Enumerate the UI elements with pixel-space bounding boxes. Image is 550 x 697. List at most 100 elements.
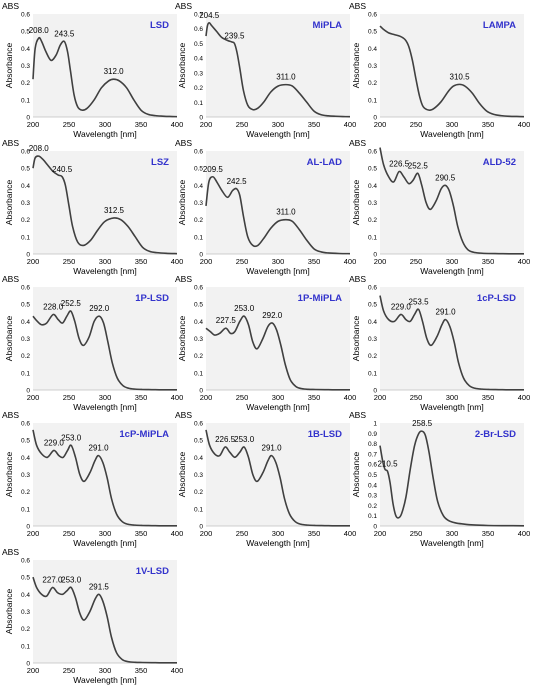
y-axis-title: Absorbance [177,452,187,498]
y-axis-title: Absorbance [4,316,14,362]
absorbance-series-line [379,430,525,527]
peak-label: 240.5 [52,165,73,174]
x-tick-label: 300 [99,257,112,266]
y-tick-label: 0.4 [21,592,30,599]
absorbance-series-line [32,36,178,118]
absorbance-series-line [32,310,178,391]
corner-label: ABS [2,138,19,148]
chart-title: 2-Br-LSD [475,429,516,440]
y-tick-label: 0.2 [21,626,30,633]
x-axis-title: Wavelength [nm] [73,129,136,139]
y-tick-label: 0.1 [194,100,203,107]
x-tick-labels: 200 250 300 350 400 [200,529,357,538]
y-tick-label: 0.5 [21,302,30,309]
x-tick-label: 400 [518,529,531,538]
peak-label: 226.5 [389,160,410,169]
chart-panel-13: ABS 1V-LSD 0 0.1 0.2 0.3 0.4 0.5 0.6 200 250 300 350… [2,547,183,685]
chart-panel-10: ABS 1cP-MiPLA 0 0.1 0.2 0.3 0.4 0.5 0.6 200 250 300… [2,410,183,548]
y-axis-title: Absorbance [4,452,14,498]
absorbance-series-line [205,22,351,118]
x-tick-label: 250 [63,257,76,266]
x-tick-labels: 200 250 300 350 400 [27,393,184,402]
x-tick-label: 400 [344,120,357,129]
y-tick-labels: 0 0.1 0.2 0.3 0.4 0.5 0.6 [21,285,30,395]
peak-label: 243.5 [54,29,75,38]
corner-label: ABS [2,1,19,11]
peak-label: 209.5 [203,165,224,174]
chart-panel-6: ABS ALD-52 0 0.1 0.2 0.3 0.4 0.5 0.6 200 250 300 350… [349,138,530,276]
peak-labels: 208.0 243.5 312.0 [29,26,124,76]
peak-label: 204.5 [199,11,220,20]
chart-panel-4: ABS LSZ 0 0.1 0.2 0.3 0.4 0.5 0.6 200 250 300 350 400… [2,138,183,276]
chart-title: 1P-LSD [135,293,169,304]
x-tick-label: 400 [171,120,184,129]
peak-label: 227.0 [42,575,63,584]
x-axis-title: Wavelength [nm] [246,266,309,276]
absorbance-series-line [379,147,525,255]
y-axis-title: Absorbance [351,43,361,89]
corner-label: ABS [349,1,366,11]
y-tick-label: 0.4 [21,319,30,326]
y-tick-labels: 0 0.1 0.2 0.3 0.4 0.5 0.6 [368,12,377,122]
chart-title: 1V-LSD [136,566,169,577]
chart-panel-11: ABS 1B-LSD 0 0.1 0.2 0.3 0.4 0.5 0.6 200 250 300 350… [175,410,356,548]
absorbance-series-line [205,429,351,527]
peak-label: 253.0 [234,435,255,444]
x-tick-label: 400 [171,393,184,402]
chart-title: 1P-MiPLA [298,293,342,304]
corner-label: ABS [349,274,366,284]
x-tick-label: 300 [446,257,459,266]
x-tick-label: 400 [518,120,531,129]
y-tick-label: 0 [26,252,30,259]
x-tick-label: 300 [272,529,285,538]
y-tick-label: 0.6 [368,285,377,292]
peak-label: 311.0 [276,208,296,217]
y-tick-label: 0.5 [194,438,203,445]
peak-label: 252.5 [61,299,82,308]
y-tick-label: 0.5 [194,302,203,309]
plot-area [33,423,177,526]
y-tick-label: 0.5 [368,302,377,309]
x-tick-label: 250 [63,120,76,129]
peak-label: 291.0 [89,444,110,453]
y-tick-label: 0.6 [194,149,203,156]
x-tick-label: 400 [171,257,184,266]
y-tick-label: 0.3 [368,63,377,70]
y-tick-label: 0 [199,388,203,395]
peak-label: 226.5 [215,435,236,444]
x-tick-label: 200 [374,529,387,538]
x-tick-label: 250 [63,666,76,675]
x-tick-label: 350 [135,257,148,266]
x-tick-label: 250 [410,120,423,129]
y-tick-label: 0.7 [194,12,203,19]
y-axis-title: Absorbance [177,180,187,226]
y-tick-label: 0 [199,252,203,259]
y-tick-label: 1 [373,421,377,428]
y-tick-label: 0.4 [368,183,377,190]
x-tick-label: 350 [135,529,148,538]
x-axis-title: Wavelength [nm] [420,266,483,276]
peak-label: 312.5 [104,206,125,215]
y-tick-label: 0 [199,524,203,531]
x-tick-label: 400 [518,257,531,266]
x-tick-labels: 200 250 300 350 400 [200,120,357,129]
peak-labels: 226.5 253.0 291.0 [215,435,282,453]
x-tick-labels: 200 250 300 350 400 [374,257,531,266]
y-tick-label: 0.1 [194,234,203,241]
x-axis-title: Wavelength [nm] [246,538,309,548]
y-tick-label: 0.4 [194,455,203,462]
peak-labels: 208.0 240.5 312.5 [29,144,125,215]
x-tick-labels: 200 250 300 350 400 [374,393,531,402]
y-tick-label: 0.3 [194,336,203,343]
y-tick-label: 0.2 [194,217,203,224]
corner-label: ABS [349,138,366,148]
x-tick-label: 200 [374,393,387,402]
peak-label: 292.0 [89,304,110,313]
peak-label: 208.0 [29,144,50,153]
peak-label: 290.5 [435,173,456,182]
x-axis-title: Wavelength [nm] [73,675,136,685]
y-tick-label: 0 [199,115,203,122]
y-tick-labels: 0 0.1 0.2 0.3 0.4 0.5 0.6 [194,421,203,531]
chart-panel-3: ABS LAMPA 0 0.1 0.2 0.3 0.4 0.5 0.6 200 250 300 350 4… [349,1,530,139]
